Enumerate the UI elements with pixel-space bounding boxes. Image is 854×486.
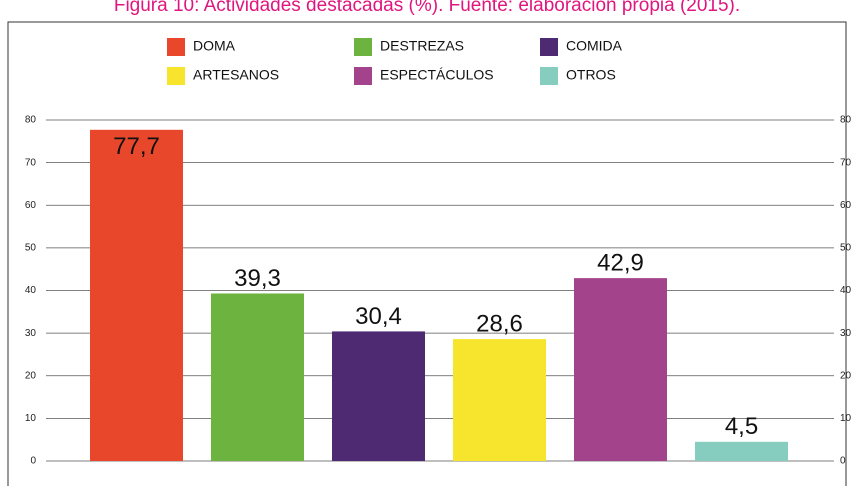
y-tick-label: 70 xyxy=(25,157,37,168)
legend-label: DESTREZAS xyxy=(380,38,464,54)
y-tick-label: 0 xyxy=(30,456,36,467)
legend-swatch xyxy=(167,38,185,56)
value-label: 77,7 xyxy=(113,133,160,160)
y2-tick-label: 40 xyxy=(840,285,852,296)
y-tick-label: 40 xyxy=(25,285,37,296)
legend-label: ARTESANOS xyxy=(193,67,279,83)
frame xyxy=(7,21,847,486)
y2-tick-label: 0 xyxy=(840,456,846,467)
bar xyxy=(332,331,425,461)
legend-swatch xyxy=(354,38,372,56)
legend-swatch xyxy=(354,67,372,85)
value-label: 42,9 xyxy=(597,249,644,276)
value-label: 39,3 xyxy=(234,265,281,292)
y-tick-label: 10 xyxy=(25,413,37,424)
y2-tick-label: 80 xyxy=(840,115,852,126)
bar xyxy=(695,441,788,461)
value-label: 30,4 xyxy=(355,303,402,330)
value-label: 28,6 xyxy=(476,310,523,337)
y-tick-label: 50 xyxy=(25,243,37,254)
y2-tick-label: 30 xyxy=(840,328,852,339)
legend-label: DOMA xyxy=(193,38,236,54)
value-label: 4,5 xyxy=(725,413,758,440)
legend-label: ESPECTÁCULOS xyxy=(380,67,494,83)
chart-title: Figura 10: Actividades destacadas (%). F… xyxy=(114,0,740,16)
bar xyxy=(90,129,183,461)
y-tick-label: 30 xyxy=(25,328,37,339)
legend-swatch xyxy=(540,67,558,85)
y2-tick-label: 20 xyxy=(840,370,852,381)
legend-swatch xyxy=(167,67,185,85)
legend-label: OTROS xyxy=(566,67,616,83)
legend-swatch xyxy=(540,38,558,56)
y2-tick-label: 50 xyxy=(840,243,852,254)
y-tick-label: 60 xyxy=(25,200,37,211)
y2-tick-label: 70 xyxy=(840,157,852,168)
y2-tick-label: 60 xyxy=(840,200,852,211)
y-tick-label: 20 xyxy=(25,370,37,381)
y-tick-label: 80 xyxy=(25,115,37,126)
bar xyxy=(453,339,546,461)
bar xyxy=(574,278,667,461)
y2-tick-label: 10 xyxy=(840,413,852,424)
bar xyxy=(211,293,304,461)
legend-label: COMIDA xyxy=(566,38,623,54)
